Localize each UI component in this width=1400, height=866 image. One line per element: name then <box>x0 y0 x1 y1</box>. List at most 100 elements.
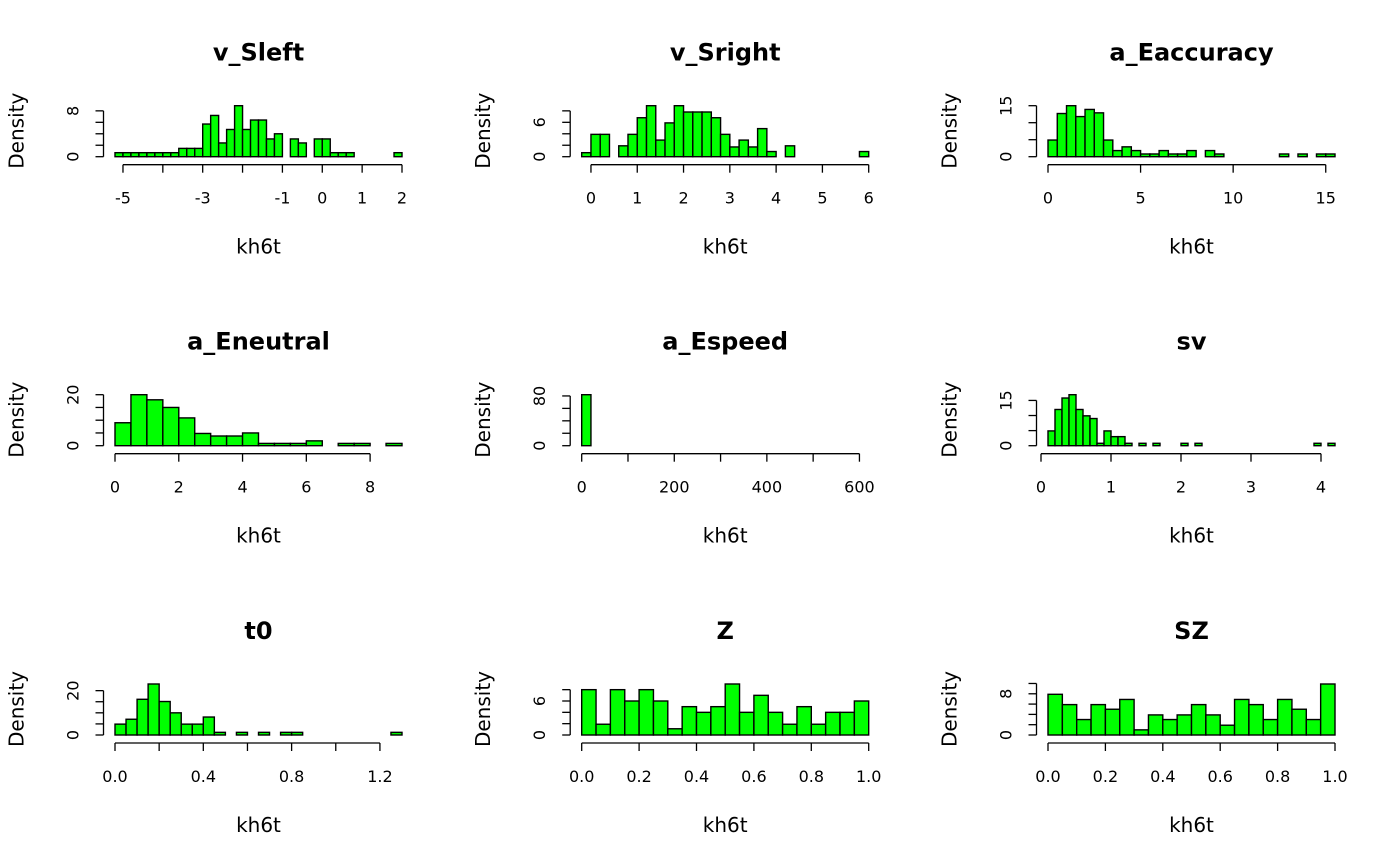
x-tick-label: 0 <box>1036 478 1046 497</box>
y-axis-label: Density <box>5 671 29 747</box>
histogram-bar <box>701 111 713 158</box>
histogram-bar <box>122 151 132 158</box>
histogram-bar <box>180 723 193 736</box>
histogram-bar <box>766 150 777 158</box>
histogram-bar <box>664 122 675 158</box>
panel-title: Z <box>716 617 733 645</box>
histogram-bar <box>581 394 592 447</box>
histogram-bar <box>1158 149 1170 158</box>
x-tick-label: 0.8 <box>279 767 304 786</box>
x-axis-label: kh6t <box>703 235 748 259</box>
histogram-bar <box>393 151 403 158</box>
histogram-bar <box>146 399 164 447</box>
histogram-bar <box>738 711 755 736</box>
histogram-bar <box>1176 714 1193 736</box>
x-tick-label: 6 <box>864 189 874 208</box>
histogram-panel-a-espeed: 0 200 400 600 0 80 a_Espeed kh6t Density <box>471 328 875 548</box>
histogram-bar <box>681 705 698 736</box>
histogram-bar <box>719 133 731 158</box>
histogram-bar <box>209 435 228 447</box>
histogram-bar <box>125 718 138 736</box>
histogram-bar <box>297 142 308 158</box>
histogram-bar <box>147 683 160 736</box>
x-tick-label: 2 <box>174 478 184 497</box>
y-tick-label: 15 <box>997 96 1016 116</box>
histogram-bar <box>627 133 638 158</box>
y-axis-label: Density <box>938 671 962 747</box>
panel-title: a_Espeed <box>662 328 788 356</box>
histogram-bar <box>1047 430 1056 447</box>
histogram-bar <box>853 700 870 736</box>
x-tick-label: 0.2 <box>1093 767 1118 786</box>
x-tick-label: 0 <box>1043 189 1053 208</box>
histogram-bar <box>767 711 784 736</box>
x-axis-label: kh6t <box>1169 235 1214 259</box>
histogram-panel-v-sright: 0 1 2 3 4 5 6 0 6 v_Sright kh6t Density <box>471 39 874 259</box>
histogram-bar <box>692 111 703 158</box>
histogram-bar <box>213 731 227 736</box>
histogram-bar <box>810 723 827 736</box>
histogram-panel-a-eaccuracy: 0 5 10 15 0 15 a_Eaccuracy kh6t Density <box>938 39 1336 259</box>
y-tick-label: 0 <box>997 441 1016 451</box>
y-tick-label: 20 <box>64 680 83 700</box>
x-axis-label: kh6t <box>1169 524 1214 548</box>
histogram-panel-sz: 0.0 0.2 0.4 0.6 0.8 1.0 0 8 SZ kh6t Density <box>938 617 1348 837</box>
histogram-bar <box>655 139 666 158</box>
histogram-bar <box>1147 714 1164 736</box>
histogram-bar <box>1130 149 1142 158</box>
histogram-bar <box>1248 703 1264 736</box>
histogram-bar <box>225 128 236 158</box>
panel-title: a_Eaccuracy <box>1109 39 1274 67</box>
histogram-bar <box>1162 718 1178 736</box>
histogram-bar <box>305 440 323 447</box>
panel-title: SZ <box>1174 617 1209 645</box>
histogram-bar <box>1075 408 1084 447</box>
histogram-bar <box>1084 108 1095 158</box>
histogram-panel-sv: 0 1 2 3 4 0 15 sv kh6t Density <box>938 328 1336 548</box>
x-tick-label: 4 <box>237 478 247 497</box>
x-tick-label: 1 <box>632 189 642 208</box>
x-tick-label: 400 <box>752 478 783 497</box>
histogram-bar <box>1219 724 1236 736</box>
x-tick-label: 10 <box>1223 189 1243 208</box>
x-tick-label: 0 <box>110 478 120 497</box>
histogram-bar <box>747 146 759 158</box>
histogram-panel-v-sleft: -5 -3 -1 0 1 2 0 8 v_Sleft kh6t Density <box>5 39 408 259</box>
histogram-bar <box>241 432 260 447</box>
histogram-bar <box>738 139 750 158</box>
histogram-bar <box>353 442 371 447</box>
histogram-bar <box>1138 442 1147 447</box>
y-axis-label: Density <box>938 93 962 169</box>
histogram-bar <box>194 147 204 158</box>
x-tick-label: 6 <box>301 478 311 497</box>
histogram-bar <box>257 731 271 736</box>
histogram-bar <box>233 104 244 158</box>
panel-title: v_Sleft <box>213 39 304 67</box>
histogram-bar <box>1089 417 1098 447</box>
histogram-bar <box>273 133 284 158</box>
panel-title: a_Eneutral <box>187 328 330 356</box>
histogram-bar <box>1291 708 1307 736</box>
histogram-bar <box>581 151 592 158</box>
panel-title: t0 <box>244 617 272 645</box>
x-tick-label: 0.4 <box>1150 767 1175 786</box>
y-tick-label: 0 <box>997 152 1016 162</box>
histogram-bar <box>273 442 292 447</box>
histogram-bar <box>241 128 252 158</box>
histogram-bar <box>225 435 244 447</box>
histogram-bar <box>1194 442 1203 447</box>
histogram-bar <box>1110 435 1119 447</box>
histogram-bar <box>590 133 601 158</box>
histogram-bar <box>1093 112 1105 158</box>
histogram-bar <box>1262 718 1279 736</box>
histogram-bar <box>194 432 212 447</box>
histogram-bar <box>1167 153 1179 158</box>
histogram-bar <box>784 145 796 158</box>
histogram-bar <box>170 151 180 158</box>
histogram-bar <box>345 151 355 158</box>
y-tick-label: 0 <box>64 152 83 162</box>
histogram-bar <box>257 442 276 447</box>
histogram-bar <box>1205 714 1221 736</box>
histogram-bar <box>1104 708 1121 736</box>
